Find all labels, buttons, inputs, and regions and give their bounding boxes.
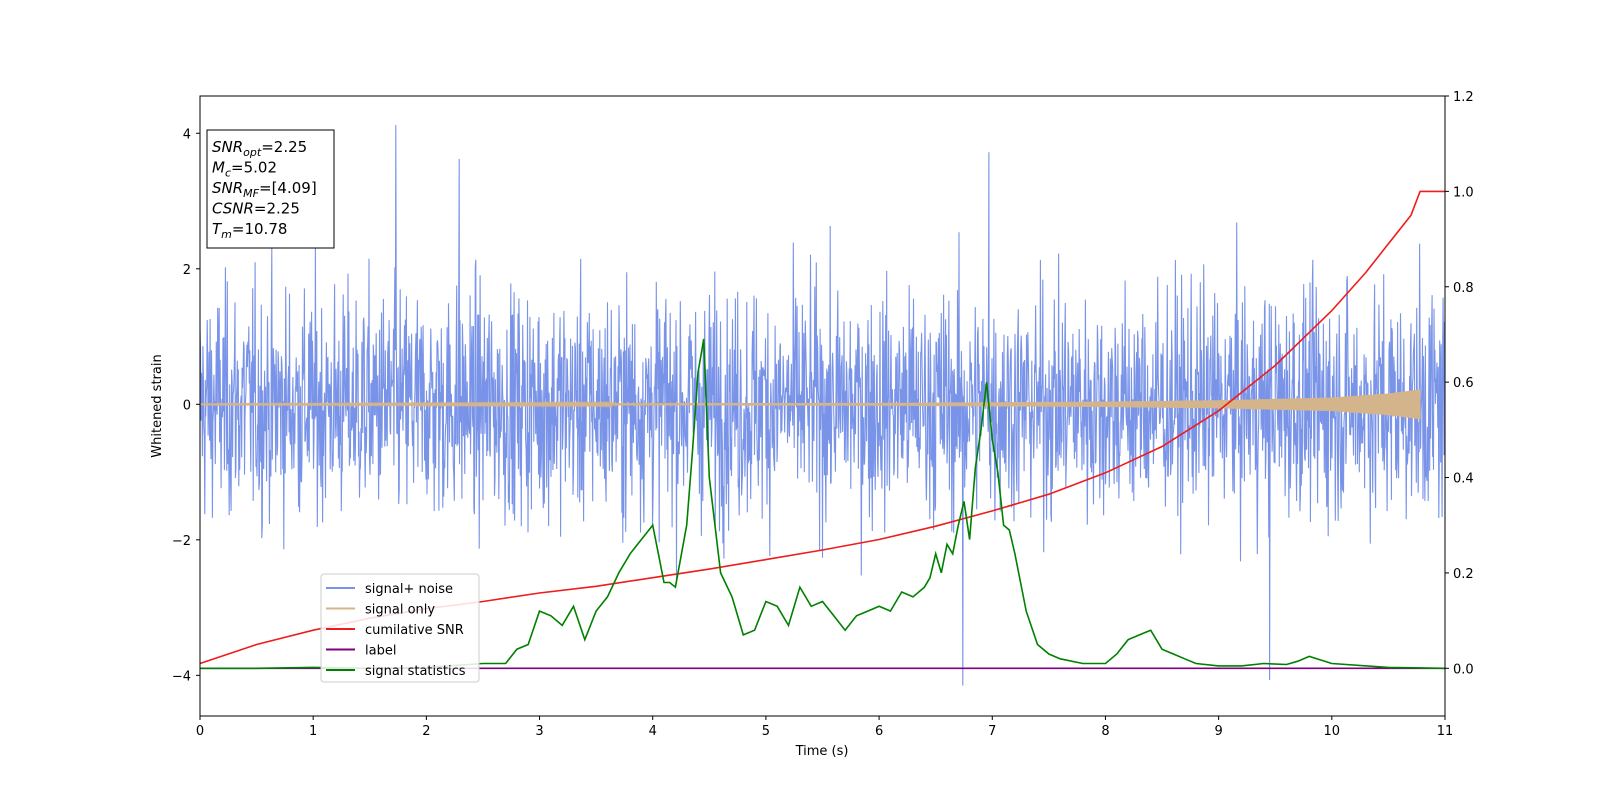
annotation-line: Mc=5.02 — [212, 159, 277, 180]
legend-label: signal+ noise — [365, 582, 453, 597]
y-tick-label: 0 — [183, 398, 191, 413]
y2-tick-label: 0.6 — [1453, 376, 1474, 391]
legend: signal+ noise signal only cumilative SNR la… — [320, 573, 480, 683]
y-axis-label: Whitened strain — [150, 354, 165, 457]
y2-tick-label: 0.8 — [1453, 281, 1474, 296]
y-tick-label: −2 — [172, 534, 191, 549]
x-tick-label: 6 — [875, 724, 883, 739]
x-tick-label: 7 — [988, 724, 996, 739]
y2-tick-label: 1.2 — [1453, 90, 1474, 105]
x-tick-label: 9 — [1214, 724, 1222, 739]
x-tick-label: 2 — [422, 724, 430, 739]
y-tick-label: 4 — [183, 127, 191, 142]
legend-label: label — [365, 644, 396, 659]
series-signal-statistics-line — [200, 339, 1445, 670]
x-tick-label: 5 — [762, 724, 770, 739]
series-signal-only-line — [200, 389, 1421, 420]
y2-tick-label: 0.2 — [1453, 567, 1474, 582]
x-tick-label: 8 — [1101, 724, 1109, 739]
x-tick-label: 1 — [309, 724, 317, 739]
y2-tick-label: 1.0 — [1453, 185, 1474, 200]
axes: 0 1 2 3 4 5 6 7 8 9 10 11 −4 −2 0 2 4 0.0 0.2 0.4 0.6 0.8 1.0 1… — [172, 90, 1474, 739]
legend-label: cumilative SNR — [365, 623, 464, 638]
y-tick-label: −4 — [172, 669, 191, 684]
y-tick-label: 2 — [183, 263, 191, 278]
annotation-line: Tm=10.78 — [212, 220, 287, 241]
annotation-line: SNRMF=[4.09] — [212, 179, 317, 200]
annotation-line: SNRopt=2.25 — [212, 138, 307, 159]
x-tick-label: 3 — [535, 724, 543, 739]
x-tick-label: 11 — [1437, 724, 1454, 739]
y2-tick-label: 0.0 — [1453, 662, 1474, 677]
annotation-frame — [206, 129, 335, 249]
x-tick-label: 10 — [1324, 724, 1341, 739]
legend-frame — [320, 573, 480, 683]
legend-label: signal statistics — [365, 664, 466, 679]
legend-label: signal only — [365, 603, 435, 618]
y2-tick-label: 0.4 — [1453, 472, 1474, 487]
plot-frame — [199, 95, 1446, 717]
x-tick-label: 4 — [649, 724, 657, 739]
x-axis-label: Time (s) — [795, 744, 849, 759]
annotation-line: CSNR=2.25 — [212, 200, 300, 218]
x-tick-label: 0 — [196, 724, 204, 739]
